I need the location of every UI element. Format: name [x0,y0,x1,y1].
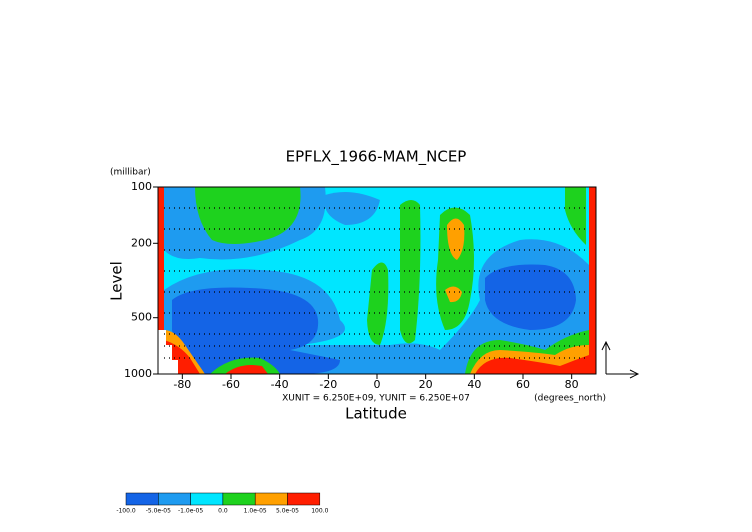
x-tick-label: -40 [271,378,289,391]
x-tick-label: -20 [319,378,337,391]
contour-region [324,191,380,225]
y-tick-label: 100 [131,180,152,193]
contour-region [565,187,586,245]
contour-region [367,262,389,345]
colorbar-label: -1.0e-05 [178,508,203,515]
contour-region [589,187,596,374]
contour-region [400,200,421,344]
vector-units: XUNIT = 6.250E+09, YUNIT = 6.250E+07 [282,394,470,404]
contour-region [225,365,268,374]
missing-region [158,330,178,374]
chart-title: EPFLX_1966-MAM_NCEP [286,148,467,167]
x-tick-label: 20 [419,378,433,391]
y-tick-label: 200 [131,236,152,249]
contour-region [447,218,465,260]
vector-field [164,207,589,359]
contour-region [172,287,340,374]
x-units: (degrees_north) [534,394,606,404]
x-tick-label: 60 [516,378,530,391]
colorbar-box [254,492,288,506]
colorbar-box [287,492,321,506]
contour-region [445,286,462,303]
contour-region [485,264,576,330]
x-tick-label: -80 [173,378,191,391]
colorbar-label: -100.0 [116,508,136,515]
y-tick-label: 1000 [124,367,152,380]
colorbar-label: 100.0 [311,508,328,515]
colorbar-label: 1.0e-05 [244,508,267,515]
x-tick-label: 80 [565,378,579,391]
contour-region [158,187,164,374]
colorbar-label: 5.0e-05 [276,508,299,515]
vector-key [601,340,640,379]
y-tick-label: 500 [131,311,152,324]
y-units: (millibar) [110,168,151,178]
contour-region [436,207,474,330]
contour-fill [158,187,596,374]
x-tick-label: -60 [222,378,240,391]
x-tick-label: 0 [374,378,381,391]
colorbar-box [158,492,191,506]
contour-region [475,355,589,374]
colorbar-box [125,492,159,506]
colorbar-label: -5.0e-05 [146,508,171,515]
colorbar-label: 0.0 [218,508,228,515]
colorbar-box [190,492,224,506]
y-label: Level [108,261,126,301]
colorbar-box [222,492,256,506]
x-label: Latitude [345,405,407,423]
contour-region [195,187,301,244]
x-tick-label: 40 [467,378,481,391]
